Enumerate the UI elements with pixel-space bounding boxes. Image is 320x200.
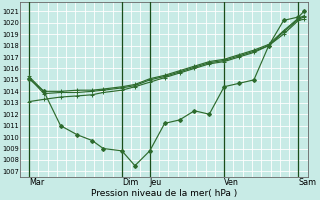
X-axis label: Pression niveau de la mer( hPa ): Pression niveau de la mer( hPa ) [91,189,237,198]
